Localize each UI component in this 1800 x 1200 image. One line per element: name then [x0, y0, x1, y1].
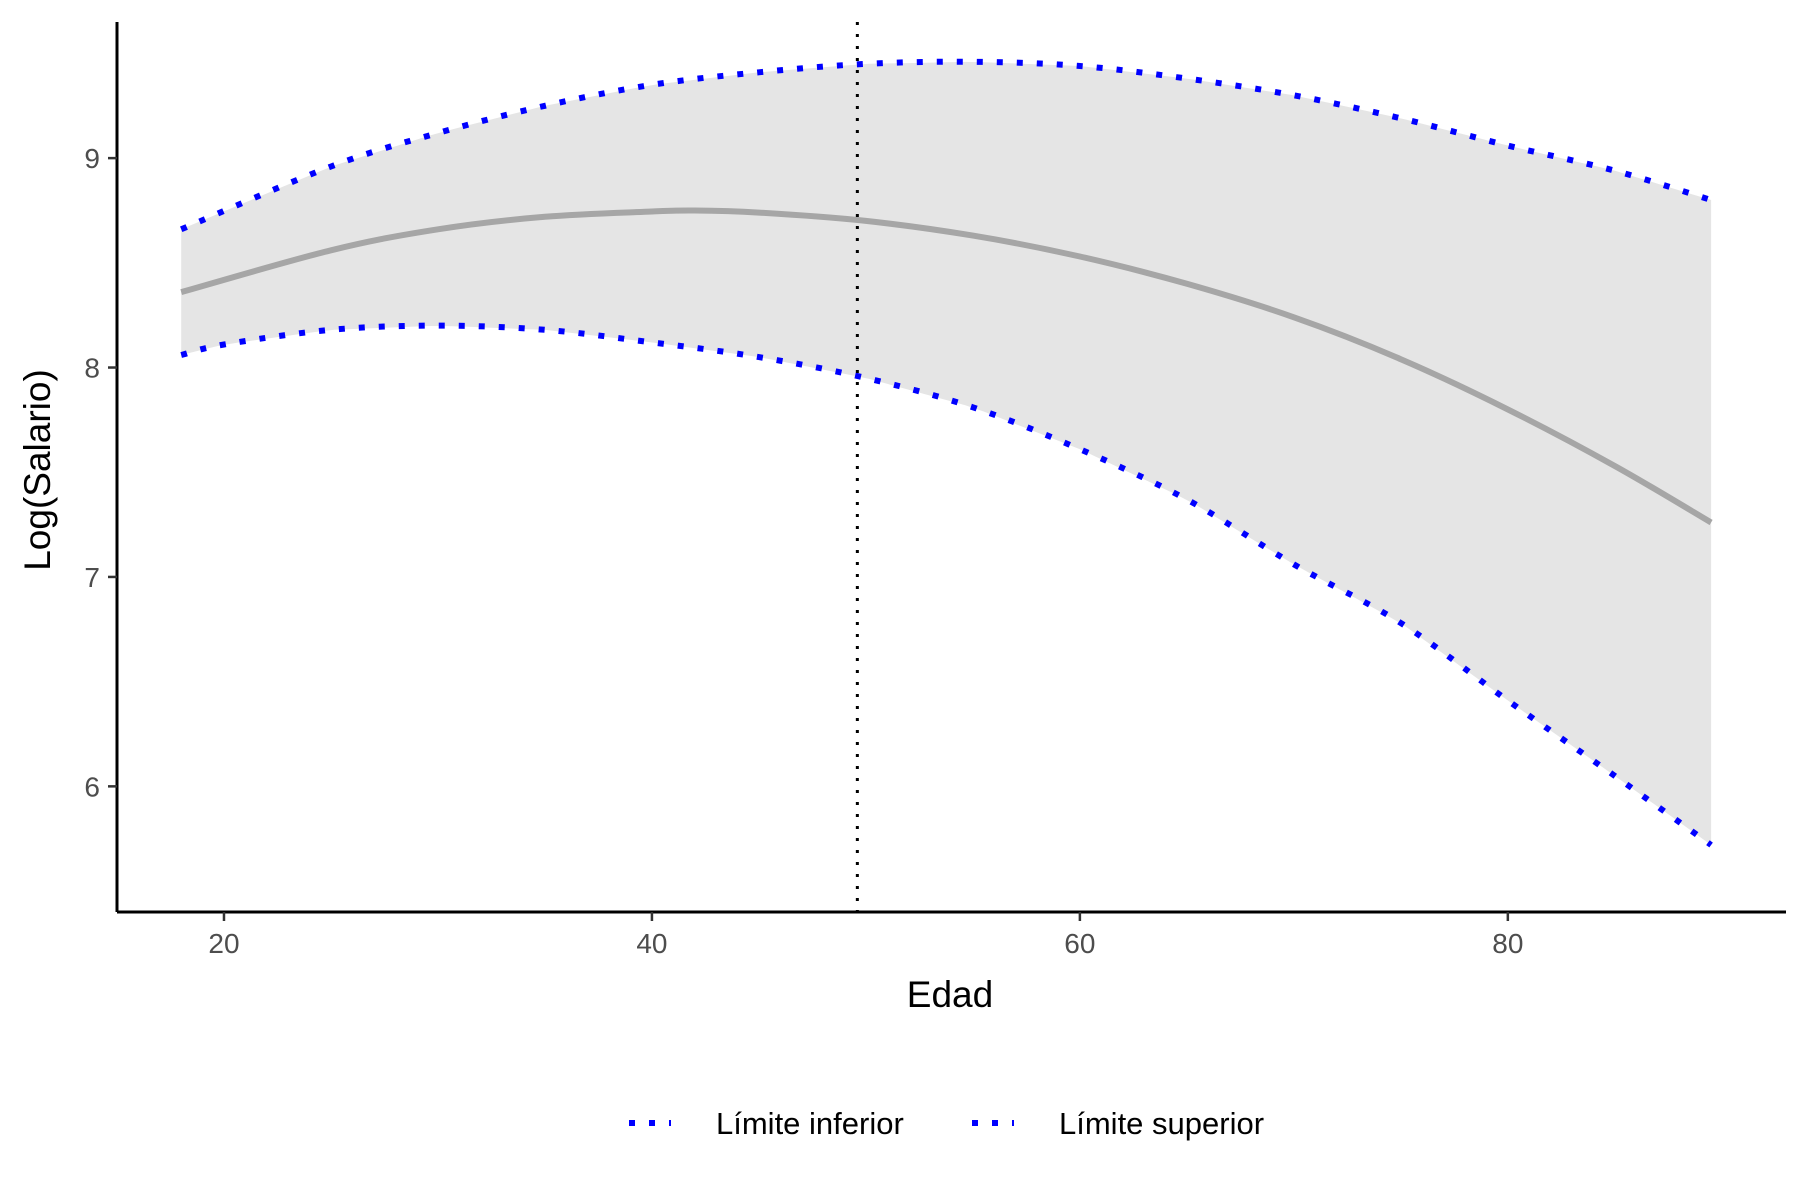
y-tick-label: 6 — [84, 771, 100, 802]
fit-line — [180, 207, 1713, 526]
lower-bound-line — [180, 322, 1713, 848]
upper-bound-line — [180, 58, 1712, 233]
y-axis-title: Log(Salario) — [17, 369, 58, 571]
x-tick-label: 80 — [1492, 928, 1523, 959]
axes: 20 40 60 80 6 7 8 9 — [84, 22, 1786, 959]
x-axis-title: Edad — [907, 974, 993, 1015]
x-tick-label: 20 — [208, 928, 239, 959]
legend-label-lower: Límite inferior — [716, 1106, 904, 1141]
y-tick-label: 8 — [84, 353, 100, 384]
confidence-band — [181, 61, 1712, 845]
x-tick-label: 60 — [1064, 928, 1095, 959]
legend: Límite inferior Límite superior — [629, 1106, 1264, 1141]
y-tick-label: 9 — [84, 143, 100, 174]
y-tick-label: 7 — [84, 562, 100, 593]
x-tick-label: 40 — [636, 928, 667, 959]
legend-label-upper: Límite superior — [1059, 1106, 1264, 1141]
plot-area — [180, 22, 1713, 912]
